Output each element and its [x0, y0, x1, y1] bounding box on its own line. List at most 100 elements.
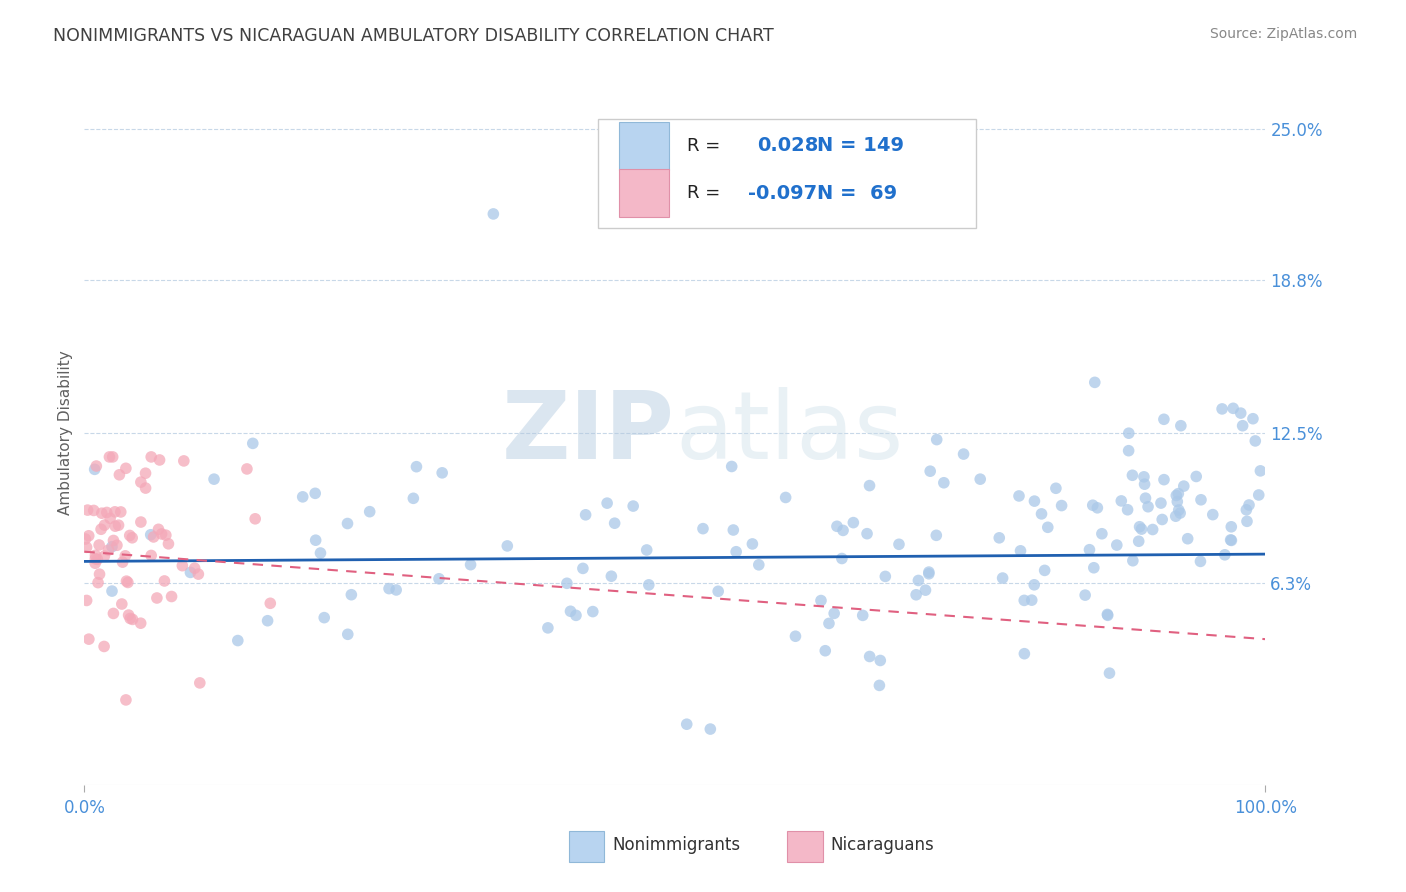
Point — [84, 556, 107, 570]
Point — [1036, 520, 1059, 534]
Point — [1170, 418, 1192, 433]
Point — [875, 569, 897, 583]
Point — [187, 567, 209, 582]
Point — [1084, 376, 1107, 390]
Point — [157, 537, 180, 551]
Point — [1074, 588, 1097, 602]
Point — [1083, 560, 1105, 574]
Point — [90, 506, 112, 520]
Point — [93, 549, 115, 564]
Point — [1024, 578, 1046, 592]
Point — [108, 467, 131, 482]
Point — [359, 505, 381, 519]
FancyBboxPatch shape — [620, 169, 669, 217]
Point — [336, 516, 359, 531]
Point — [236, 462, 259, 476]
FancyBboxPatch shape — [598, 119, 976, 228]
Point — [825, 519, 848, 533]
Point — [699, 722, 721, 736]
Point — [1142, 523, 1164, 537]
Text: Source: ZipAtlas.com: Source: ZipAtlas.com — [1209, 27, 1357, 41]
Point — [460, 558, 482, 572]
Point — [1168, 506, 1191, 520]
Point — [430, 466, 453, 480]
Point — [868, 678, 890, 692]
Point — [89, 538, 111, 552]
Point — [1232, 418, 1254, 433]
Point — [1008, 489, 1031, 503]
Point — [920, 464, 942, 478]
Point — [1247, 488, 1270, 502]
Point — [621, 499, 644, 513]
Point — [832, 524, 855, 538]
Point — [907, 574, 929, 588]
Point — [496, 539, 519, 553]
Point — [1177, 532, 1199, 546]
Point — [1152, 512, 1174, 526]
Point — [1236, 514, 1258, 528]
Point — [402, 491, 425, 506]
Point — [1012, 593, 1035, 607]
Point — [572, 561, 595, 575]
Point — [1164, 509, 1187, 524]
Point — [1045, 481, 1067, 495]
Point — [121, 531, 143, 545]
Point — [101, 540, 124, 554]
Point — [117, 575, 139, 590]
Point — [160, 590, 183, 604]
Point — [153, 574, 176, 588]
Text: 0.028: 0.028 — [758, 136, 818, 155]
Point — [1220, 520, 1243, 534]
Point — [1219, 533, 1241, 547]
Point — [1122, 554, 1144, 568]
Point — [1213, 548, 1236, 562]
Point — [148, 453, 170, 467]
FancyBboxPatch shape — [620, 122, 669, 169]
Point — [340, 588, 363, 602]
Point — [141, 450, 163, 464]
Point — [115, 574, 138, 589]
Point — [692, 522, 714, 536]
Point — [405, 459, 427, 474]
Point — [1130, 522, 1153, 536]
Point — [741, 537, 763, 551]
Point — [675, 717, 697, 731]
Point — [1166, 494, 1188, 508]
Point — [969, 472, 991, 486]
Point — [121, 612, 143, 626]
Point — [1137, 500, 1160, 514]
Point — [86, 458, 108, 473]
Point — [336, 627, 359, 641]
Point — [914, 583, 936, 598]
Point — [1237, 498, 1260, 512]
Point — [1081, 498, 1104, 512]
Point — [173, 454, 195, 468]
Point — [150, 527, 173, 541]
Point — [859, 649, 882, 664]
Point — [291, 490, 314, 504]
Point — [600, 569, 623, 583]
Point — [243, 512, 266, 526]
Point — [76, 593, 98, 607]
Point — [1153, 412, 1175, 426]
Point — [537, 621, 560, 635]
Point — [748, 558, 770, 572]
Point — [869, 653, 891, 667]
Point — [918, 566, 941, 581]
Point — [77, 529, 100, 543]
Point — [1166, 488, 1188, 502]
Point — [1135, 491, 1157, 505]
Point — [1129, 520, 1152, 534]
Point — [93, 518, 115, 533]
Point — [1111, 494, 1133, 508]
Point — [256, 614, 278, 628]
Point — [98, 450, 121, 464]
Point — [103, 533, 125, 548]
Point — [1133, 470, 1156, 484]
Point — [226, 633, 249, 648]
Point — [304, 486, 326, 500]
Text: NONIMMIGRANTS VS NICARAGUAN AMBULATORY DISABILITY CORRELATION CHART: NONIMMIGRANTS VS NICARAGUAN AMBULATORY D… — [53, 27, 775, 45]
Bar — [787, 830, 823, 863]
Point — [141, 549, 163, 563]
Point — [103, 607, 125, 621]
